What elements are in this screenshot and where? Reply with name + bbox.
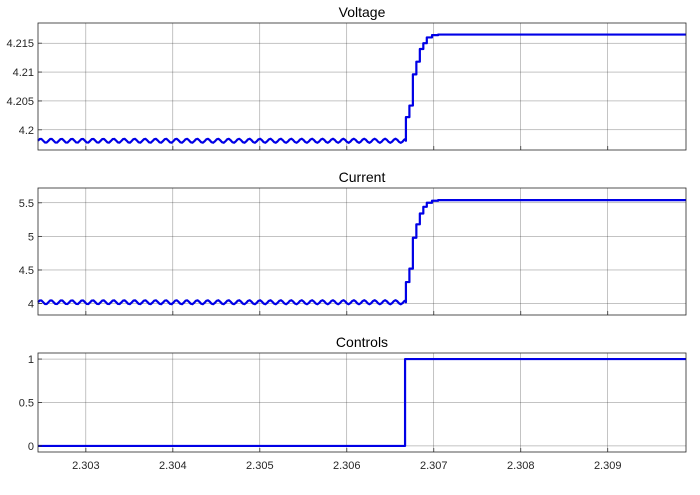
x-tick-label: 2.304 — [159, 460, 187, 472]
y-tick-label: 5.5 — [19, 198, 34, 210]
subplot-1: 4.2 4.205 4.21 4.215 Voltage — [6, 4, 687, 151]
x-tick-label: 2.306 — [333, 460, 361, 472]
x-tick-label: 2.307 — [420, 460, 448, 472]
y-tick-label: 5 — [28, 231, 34, 243]
y-tick-label: 0 — [28, 441, 34, 453]
series-line — [37, 33, 686, 144]
y-tick-label: 1 — [28, 354, 34, 366]
subplot-3: 0 0.5 1 2.303 2.304 2.305 2.306 2.307 2.308 2.309… — [19, 334, 687, 472]
y-tick-label: 4 — [28, 299, 34, 311]
y-tick-label: 4.2 — [19, 125, 34, 137]
x-tick-label: 2.309 — [594, 460, 622, 472]
subplot-2: 4 4.5 5 5.5 Current — [19, 169, 687, 316]
plot-border — [37, 187, 687, 316]
y-tick-label: 4.205 — [6, 96, 34, 108]
x-tick-label: 2.305 — [246, 460, 274, 472]
chart-title: Controls — [336, 334, 388, 350]
y-tick-label: 4.215 — [6, 38, 34, 50]
x-tick-label: 2.303 — [72, 460, 100, 472]
plot-border — [37, 22, 687, 151]
series-line — [37, 199, 686, 306]
plot-area — [38, 188, 686, 315]
chart-title: Voltage — [339, 4, 386, 20]
plot-area — [38, 23, 686, 150]
y-tick-label: 4.5 — [19, 265, 34, 277]
chart-title: Current — [339, 169, 386, 185]
x-tick-label: 2.308 — [507, 460, 535, 472]
y-tick-label: 0.5 — [19, 398, 34, 410]
y-tick-label: 4.21 — [13, 67, 34, 79]
series-line — [38, 357, 686, 448]
